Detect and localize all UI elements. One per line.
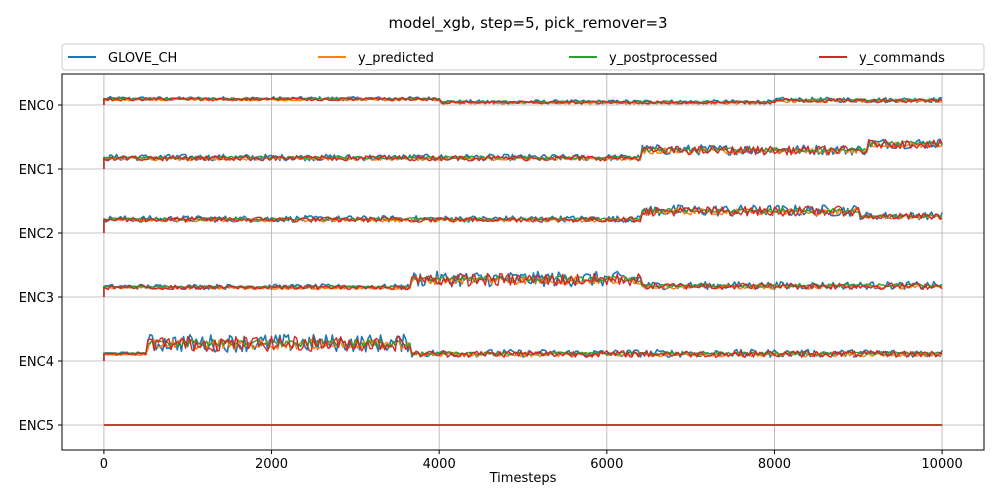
legend-entry: y_commands — [859, 51, 945, 66]
x-axis-label: Timesteps — [489, 471, 557, 486]
y-tick-label: ENC3 — [19, 291, 54, 306]
y-tick-label: ENC2 — [19, 227, 54, 242]
legend-entry: GLOVE_CH — [108, 51, 177, 66]
chart-title: model_xgb, step=5, pick_remover=3 — [388, 14, 667, 33]
plot-frame — [61, 73, 985, 451]
x-axis: 0 2000 4000 6000 8000 10000 — [100, 450, 963, 472]
series-line — [103, 335, 943, 361]
series-line — [103, 96, 943, 105]
grid — [62, 74, 984, 450]
y-tick-label: ENC4 — [19, 355, 54, 370]
legend-entry: y_postprocessed — [609, 51, 717, 66]
series-line — [103, 139, 943, 169]
series-line — [103, 338, 943, 361]
x-tick-label: 2000 — [255, 457, 288, 472]
legend-entry: y_predicted — [358, 51, 434, 66]
x-tick-label: 6000 — [590, 457, 623, 472]
x-tick-label: 10000 — [921, 457, 962, 472]
series-line — [103, 138, 943, 169]
series-line — [103, 207, 943, 233]
x-tick-label: 8000 — [758, 457, 791, 472]
y-axis: ENC0 ENC1 ENC2 ENC3 ENC4 ENC5 — [19, 99, 62, 434]
y-tick-label: ENC1 — [19, 163, 54, 178]
y-tick-label: ENC5 — [19, 419, 54, 434]
y-tick-label: ENC0 — [19, 99, 54, 114]
legend-box — [61, 43, 985, 71]
x-tick-label: 4000 — [423, 457, 456, 472]
series-layer — [103, 95, 943, 426]
legend: GLOVE_CH y_predicted y_postprocessed y_comm… — [61, 43, 985, 71]
series-line — [103, 272, 943, 297]
series-line — [103, 205, 943, 233]
x-tick-label: 0 — [100, 457, 108, 472]
